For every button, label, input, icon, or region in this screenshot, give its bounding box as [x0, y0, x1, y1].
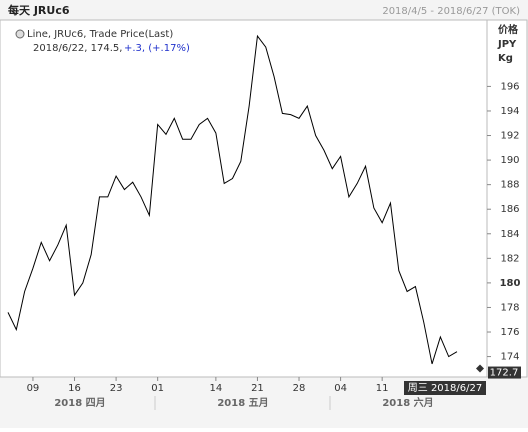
x-tick-label: 21: [251, 383, 264, 394]
x-tick-label: 14: [210, 383, 223, 394]
x-tick-label: 16: [68, 383, 81, 394]
y-tick-label: 184: [500, 229, 519, 240]
month-label: 2018 五月: [217, 397, 268, 409]
legend-icon: [15, 29, 25, 39]
y-tick-label: 190: [500, 155, 519, 166]
y-axis-title: 价格: [498, 23, 519, 36]
last-price-label: 172.7: [490, 368, 519, 379]
chart-title: 每天 JRUc6: [8, 3, 70, 17]
legend-change: +.3, (+.17%): [124, 43, 190, 54]
last-price-box: [488, 366, 521, 379]
y-tick-label: 192: [500, 131, 519, 142]
y-tick-label: 182: [500, 253, 519, 264]
y-tick-label: 174: [500, 352, 519, 363]
month-label: 2018 六月: [382, 396, 433, 409]
month-label: 2018 四月: [54, 397, 105, 409]
legend-date-price: 2018/6/22, 174.5,: [33, 43, 122, 54]
y-axis-title: JPY: [497, 39, 517, 50]
x-tick-label: 28: [293, 383, 306, 394]
x-tick-label: 04: [334, 383, 347, 394]
y-tick-label: 178: [500, 302, 519, 313]
y-tick-label: 188: [500, 180, 519, 191]
y-axis-title: Kg: [498, 53, 513, 64]
x-tick-label: 11: [376, 383, 389, 394]
x-tick-label: 09: [27, 383, 40, 394]
y-tick-label: 186: [500, 204, 519, 215]
price-line: [7, 34, 458, 365]
y-axis-area: [486, 19, 528, 378]
y-tick-label: 180: [500, 278, 521, 289]
y-tick-label: 176: [500, 327, 519, 338]
plot-area: [0, 19, 488, 378]
legend-series: Line, JRUc6, Trade Price(Last): [27, 29, 173, 40]
y-tick-label: 196: [500, 81, 519, 92]
x-tick-label: 01: [151, 383, 164, 394]
cursor-label: 周三 2018/6/27: [408, 382, 482, 394]
date-range: 2018/4/5 - 2018/6/27 (TOK): [382, 6, 520, 17]
y-tick-label: 194: [500, 106, 519, 117]
x-tick-label: 23: [110, 383, 123, 394]
last-price-marker: [476, 364, 484, 373]
cursor-box: [404, 381, 486, 395]
